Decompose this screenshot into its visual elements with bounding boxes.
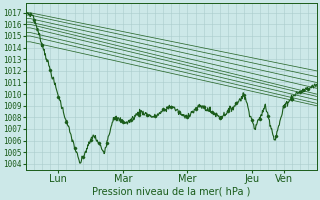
- X-axis label: Pression niveau de la mer( hPa ): Pression niveau de la mer( hPa ): [92, 187, 251, 197]
